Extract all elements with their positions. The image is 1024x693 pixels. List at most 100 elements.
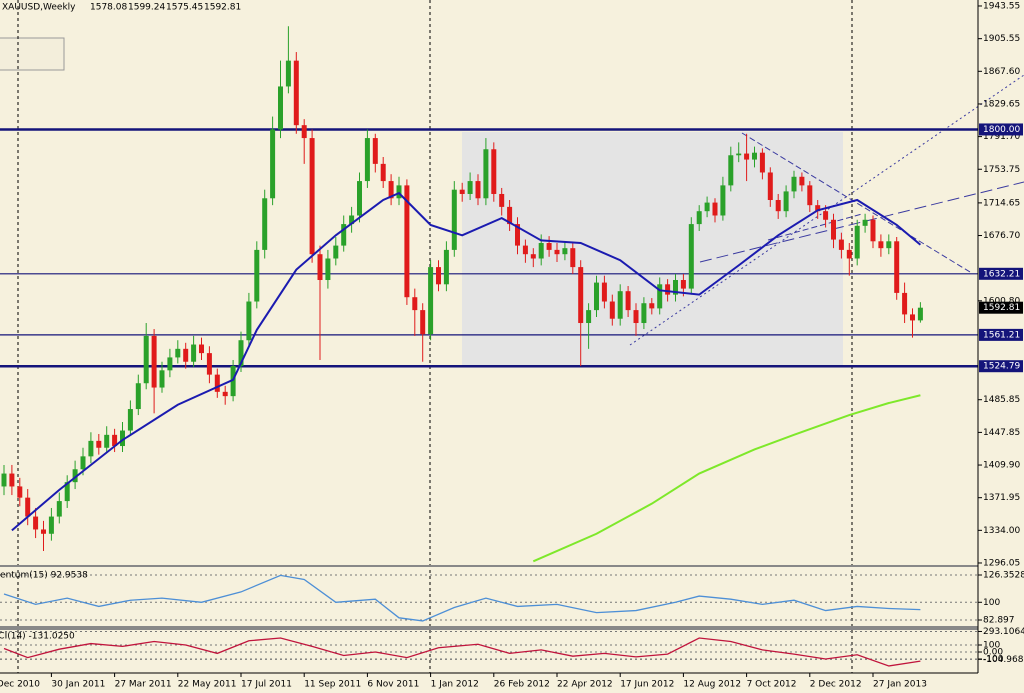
candle-body <box>878 241 884 249</box>
candle-body <box>483 149 489 199</box>
candle-body <box>325 258 331 281</box>
candle-body <box>522 245 528 255</box>
panel-separator <box>0 565 978 567</box>
y-tick-label: 82.897 <box>983 615 1015 625</box>
candle-body <box>167 357 173 371</box>
candle-body <box>815 205 821 212</box>
price-tag-label: 1592.81 <box>983 303 1020 313</box>
candle-body <box>546 243 552 250</box>
trend-line <box>699 181 1024 263</box>
candle-body <box>862 219 868 226</box>
candle-body <box>25 497 31 517</box>
candle-body <box>459 189 465 194</box>
candle-body <box>388 181 394 199</box>
candle-body <box>846 249 852 259</box>
x-tick-label: 27 Mar 2011 <box>115 680 172 690</box>
candle-body <box>759 152 765 173</box>
candle-body <box>293 60 299 126</box>
candle-body <box>886 241 892 249</box>
candle-body <box>317 254 323 281</box>
candle-body <box>499 193 505 207</box>
x-tick-label: 7 Oct 2012 <box>747 680 797 690</box>
symbol-title: XAUUSD,Weekly <box>2 3 76 13</box>
candle-body <box>1 473 7 487</box>
candle-body <box>823 211 829 220</box>
candle-body <box>625 291 631 311</box>
candle-body <box>64 482 70 502</box>
candle-body <box>728 155 734 186</box>
candle-body <box>467 181 473 194</box>
candle-body <box>80 456 86 470</box>
candle-body <box>33 516 39 530</box>
candle-body <box>736 153 742 156</box>
candle-body <box>183 348 189 362</box>
x-tick-label: 1 Jan 2012 <box>431 680 479 690</box>
candle-body <box>396 185 402 199</box>
candle-body <box>238 340 244 367</box>
candle-body <box>175 348 181 358</box>
candle-body <box>894 241 900 293</box>
candle-body <box>570 248 576 268</box>
x-tick-label: 22 May 2011 <box>178 680 237 690</box>
candle-body <box>657 284 663 309</box>
candle-body <box>744 153 750 160</box>
candle-body <box>917 307 923 321</box>
candle-body <box>791 176 797 192</box>
candle-body <box>41 529 46 534</box>
candle-body <box>222 391 228 397</box>
candle-body <box>88 440 94 457</box>
y-tick-label: 1791.70 <box>983 132 1020 142</box>
candle-body <box>104 434 110 448</box>
plot <box>0 26 978 667</box>
indicator-title: CCI(14) -131.0250 <box>0 632 75 642</box>
price-level-label: 1561.21 <box>983 330 1020 340</box>
price-level-tag <box>979 123 1023 136</box>
price-level-tag <box>979 360 1023 373</box>
candle-body <box>151 335 157 388</box>
candle-body <box>696 211 702 225</box>
candle-body <box>120 430 125 447</box>
x-tick-label: 22 Apr 2012 <box>557 680 613 690</box>
y-tick-label: 100 <box>983 598 1000 608</box>
candle-body <box>278 86 283 130</box>
candle-body <box>704 202 710 212</box>
y-tick-label: 1943.55 <box>983 1 1020 11</box>
ohlc-close: 1592.81 <box>204 3 241 13</box>
y-tick-label: 1600.80 <box>983 296 1020 306</box>
candle-body <box>633 310 639 324</box>
candle-body <box>688 224 694 289</box>
info-box <box>0 37 65 71</box>
y-tick-label: -104.9689 <box>983 655 1024 665</box>
candle-body <box>364 138 370 182</box>
x-tick-label: 6 Nov 2011 <box>367 680 419 690</box>
candle-body <box>127 409 133 431</box>
price-level-tag <box>979 328 1023 341</box>
candle-body <box>48 516 54 534</box>
y-tick-label: -100 <box>983 654 1004 664</box>
candle-body <box>578 267 584 324</box>
x-tick-label: 30 Jan 2011 <box>51 680 105 690</box>
candle-body <box>404 185 410 298</box>
y-tick-label: 1371.95 <box>983 493 1020 503</box>
candle-body <box>112 434 118 447</box>
y-tick-label: 1409.90 <box>983 461 1020 471</box>
candle-body <box>609 301 615 319</box>
candle-body <box>586 310 592 324</box>
candle-body <box>72 469 78 483</box>
y-tick-label: 1753.75 <box>983 165 1020 175</box>
candle-body <box>285 60 291 87</box>
candle-body <box>799 176 805 186</box>
x-tick-label: 2 Dec 2012 <box>810 680 862 690</box>
candle-body <box>341 224 347 246</box>
candle-body <box>673 280 678 295</box>
candle-body <box>254 249 260 302</box>
candle-body <box>538 243 544 259</box>
candle-body <box>96 440 102 448</box>
candle-body <box>530 254 536 259</box>
x-tick-label: 11 Sep 2011 <box>304 680 361 690</box>
candle-body <box>902 292 908 315</box>
candle-body <box>854 225 860 259</box>
candle-body <box>230 366 236 397</box>
candle-body <box>562 248 568 255</box>
